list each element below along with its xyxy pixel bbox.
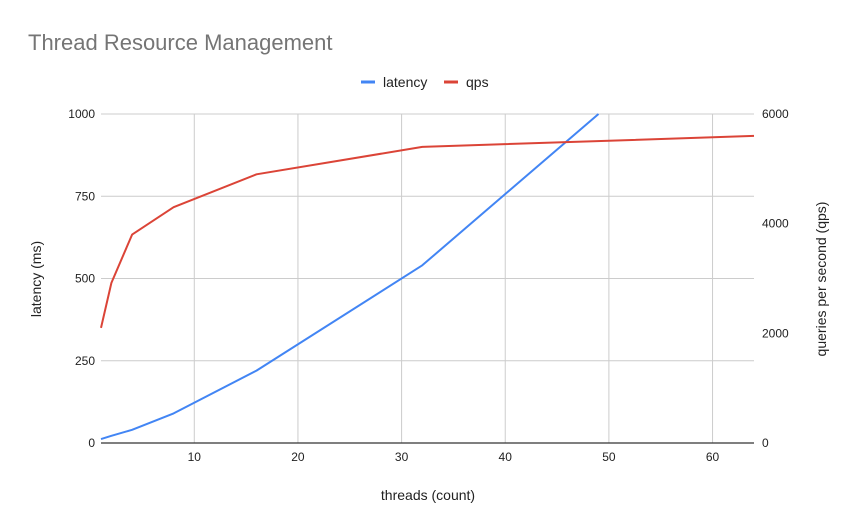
x-tick-label: 30	[395, 450, 409, 464]
x-tick-label: 40	[499, 450, 513, 464]
y-left-tick-label: 500	[75, 272, 95, 286]
series-lines	[100, 113, 755, 441]
legend-item-latency[interactable]: latency	[361, 74, 427, 90]
series-line-latency	[100, 113, 600, 441]
y-axis-right-ticks: 0 2000 4000 6000	[762, 107, 789, 450]
y-right-tick-label: 0	[762, 436, 769, 450]
chart-title: Thread Resource Management	[28, 30, 333, 55]
y-left-tick-label: 1000	[68, 107, 95, 121]
y-axis-left-ticks: 0 250 500 750 1000	[68, 107, 95, 450]
legend-item-qps[interactable]: qps	[444, 74, 489, 90]
x-tick-label: 10	[188, 450, 202, 464]
y-axis-left-label: latency (ms)	[28, 241, 44, 317]
y-left-tick-label: 250	[75, 354, 95, 368]
x-tick-label: 50	[602, 450, 616, 464]
legend: latency qps	[361, 74, 489, 90]
x-axis-label: threads (count)	[381, 487, 475, 503]
x-tick-label: 20	[291, 450, 305, 464]
legend-label-qps: qps	[466, 74, 489, 90]
legend-label-latency: latency	[383, 74, 427, 90]
y-axis-right-label: queries per second (qps)	[813, 202, 829, 357]
y-left-tick-label: 750	[75, 189, 95, 203]
y-left-tick-label: 0	[88, 436, 95, 450]
x-tick-label: 60	[706, 450, 720, 464]
y-right-tick-label: 6000	[762, 107, 789, 121]
y-right-tick-label: 4000	[762, 217, 789, 231]
y-right-tick-label: 2000	[762, 326, 789, 340]
series-line-qps	[100, 134, 755, 329]
x-axis-ticks: 10 20 30 40 50 60	[188, 450, 720, 464]
gridlines	[101, 113, 754, 444]
